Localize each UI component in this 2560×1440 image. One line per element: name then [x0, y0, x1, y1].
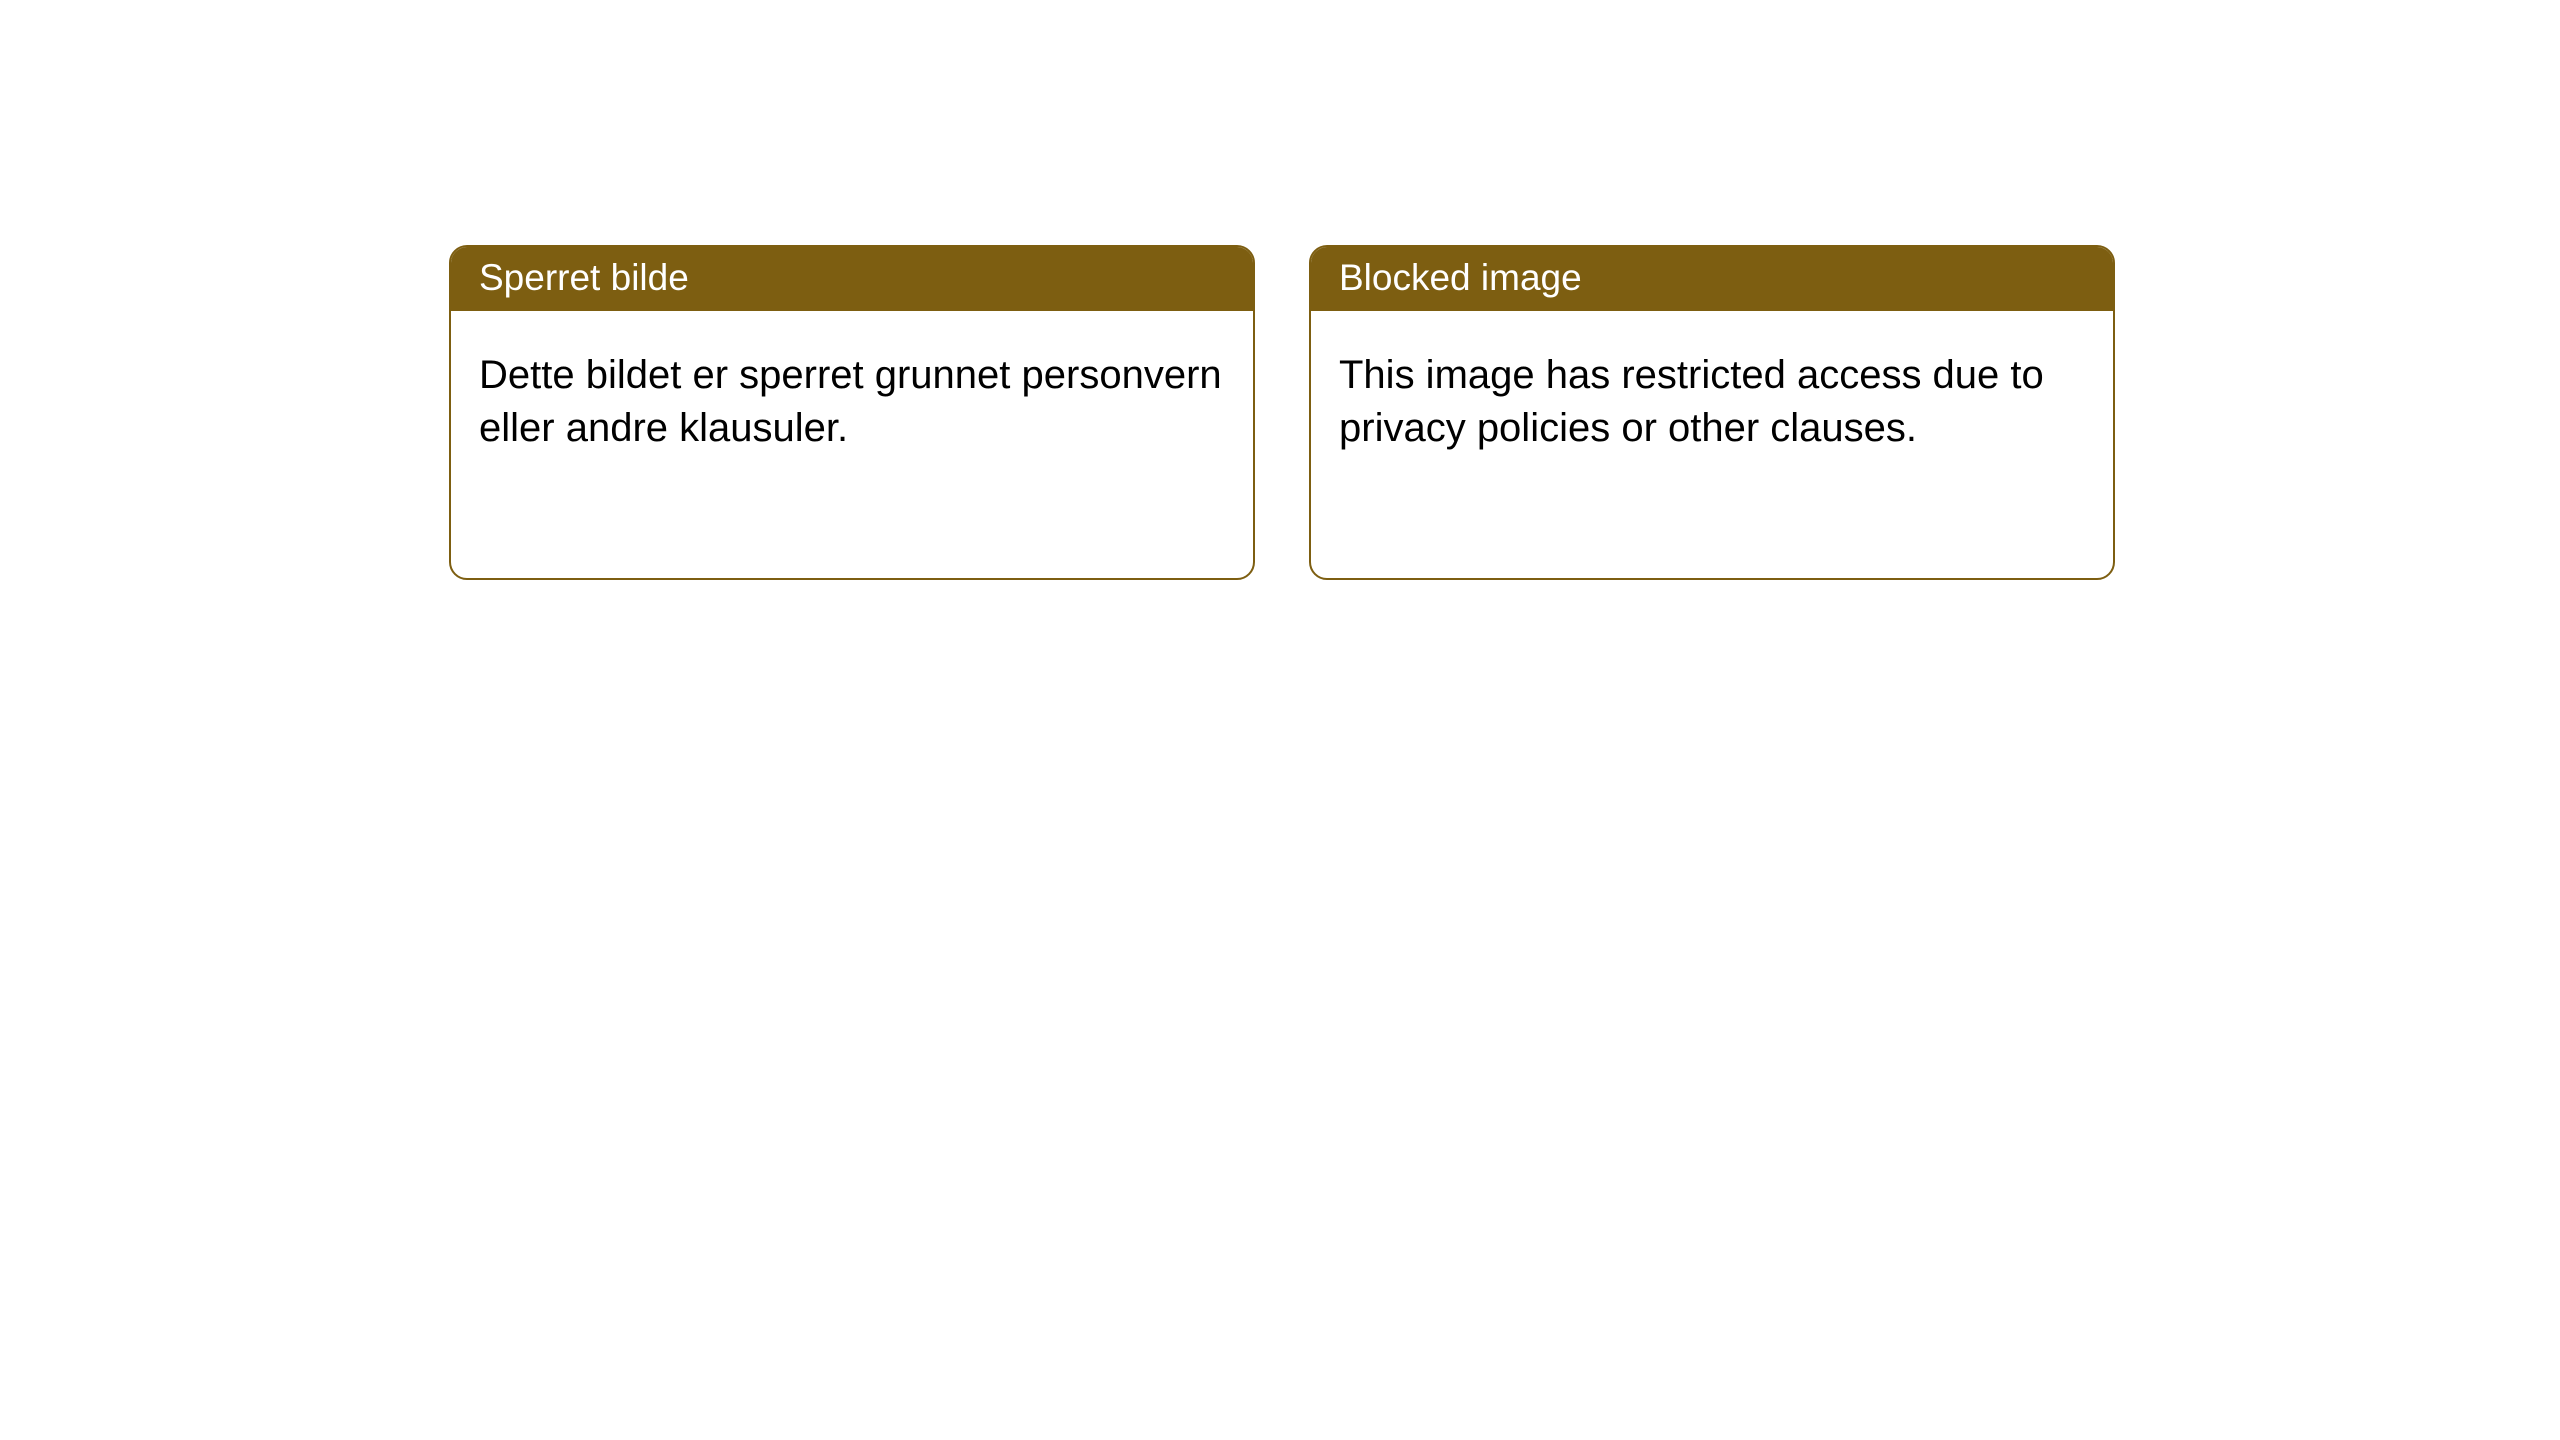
notice-card-norwegian: Sperret bilde Dette bildet er sperret gr… — [449, 245, 1255, 580]
notice-card-body: Dette bildet er sperret grunnet personve… — [451, 311, 1253, 483]
notice-card-text: This image has restricted access due to … — [1339, 353, 2044, 450]
notice-container: Sperret bilde Dette bildet er sperret gr… — [0, 0, 2560, 580]
notice-card-text: Dette bildet er sperret grunnet personve… — [479, 353, 1222, 450]
notice-card-english: Blocked image This image has restricted … — [1309, 245, 2115, 580]
notice-card-title: Sperret bilde — [479, 257, 689, 298]
notice-card-body: This image has restricted access due to … — [1311, 311, 2113, 483]
notice-card-title: Blocked image — [1339, 257, 1582, 298]
notice-card-header: Blocked image — [1311, 247, 2113, 311]
notice-card-header: Sperret bilde — [451, 247, 1253, 311]
